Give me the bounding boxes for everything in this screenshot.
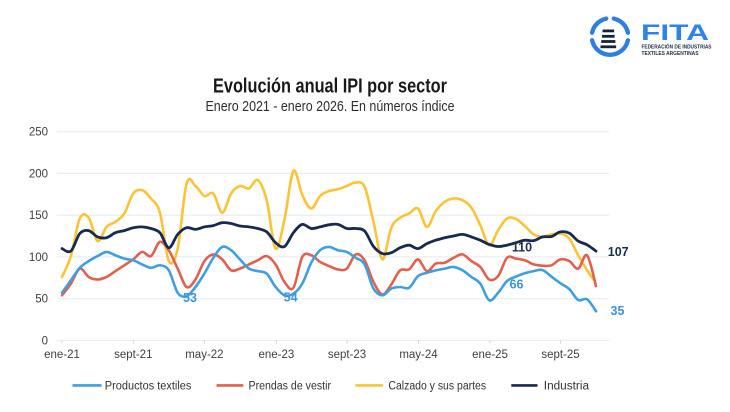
- svg-text:100: 100: [29, 252, 48, 264]
- svg-text:may-22: may-22: [185, 349, 223, 361]
- svg-text:66: 66: [510, 278, 524, 292]
- svg-text:54: 54: [284, 291, 298, 305]
- svg-text:Enero 2021 - enero 2026. En nú: Enero 2021 - enero 2026. En números índi…: [206, 98, 455, 115]
- svg-text:ene-23: ene-23: [258, 349, 294, 361]
- svg-text:sept-25: sept-25: [541, 349, 579, 361]
- svg-text:150: 150: [29, 210, 48, 222]
- svg-text:250: 250: [29, 127, 48, 139]
- svg-text:FEDERACIÓN DE INDUSTRIAS: FEDERACIÓN DE INDUSTRIAS: [642, 43, 712, 51]
- svg-text:may-24: may-24: [399, 349, 438, 361]
- svg-text:200: 200: [29, 168, 48, 180]
- svg-text:Evolución anual IPI por sector: Evolución anual IPI por sector: [213, 76, 447, 98]
- svg-text:35: 35: [611, 304, 625, 318]
- svg-text:53: 53: [183, 291, 197, 305]
- svg-text:sept-23: sept-23: [328, 349, 366, 361]
- svg-text:Prendas de vestir: Prendas de vestir: [249, 380, 332, 392]
- svg-text:ene-25: ene-25: [472, 349, 508, 361]
- svg-text:50: 50: [35, 294, 48, 306]
- svg-text:FITA: FITA: [641, 20, 709, 45]
- svg-text:sept-21: sept-21: [114, 349, 152, 361]
- svg-text:0: 0: [42, 335, 48, 347]
- svg-text:Calzado y sus partes: Calzado y sus partes: [388, 380, 486, 392]
- svg-text:Productos textiles: Productos textiles: [105, 380, 192, 392]
- svg-text:ene-21: ene-21: [44, 349, 80, 361]
- svg-text:Industria: Industria: [544, 380, 590, 392]
- svg-text:110: 110: [512, 241, 532, 255]
- svg-text:107: 107: [608, 245, 629, 259]
- svg-text:TEXTILES ARGENTINAS: TEXTILES ARGENTINAS: [642, 51, 699, 57]
